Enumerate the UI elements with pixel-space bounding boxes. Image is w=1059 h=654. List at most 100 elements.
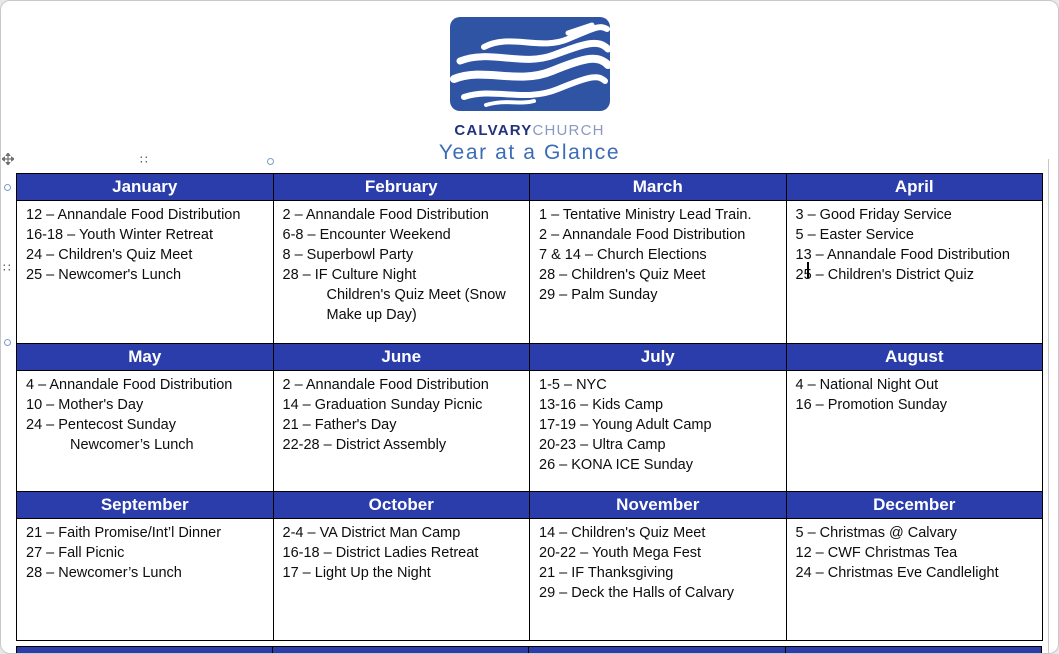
event-line: 28 – Newcomer’s Lunch [26,565,182,581]
event-line: 17 – Light Up the Night [282,565,431,581]
event-line: 16-18 – District Ladies Retreat [282,545,479,561]
month-cell-may[interactable]: May 4 – Annandale Food Distribution 10 – M… [17,344,274,492]
wave-lines-logo-icon [449,17,612,111]
event-line: 21 – Father's Day [282,417,397,433]
event-line: 2 – Annandale Food Distribution [539,227,746,243]
month-events[interactable]: 2 – Annandale Food Distribution 6-8 – Enc… [274,201,530,343]
month-events[interactable]: 5 – Christmas @ Calvary 12 – CWF Christma… [787,519,1043,640]
next-page-header-segment [272,647,529,653]
event-line: 22-28 – District Assembly [282,437,447,453]
event-line: 2 – Annandale Food Distribution [282,377,489,393]
doc-header: CALVARYCHURCH Year at a Glance [1,1,1058,165]
event-line: 24 – Christmas Eve Candlelight [795,565,999,581]
event-line: 12 – CWF Christmas Tea [795,545,958,561]
next-page-header-segment [16,647,273,653]
month-header[interactable]: September [17,492,273,519]
next-page-header-segment [529,647,786,653]
anchor-circle-icon[interactable] [4,339,11,346]
event-line: Newcomer’s Lunch [70,437,194,453]
text-caret [807,262,809,278]
month-cell-september[interactable]: September 21 – Faith Promise/Int’l Dinner… [17,492,274,641]
month-header[interactable]: May [17,344,273,371]
event-line: 2-4 – VA District Man Camp [282,525,461,541]
next-page-header-row [16,646,1042,653]
month-header[interactable]: February [273,174,529,201]
month-events[interactable]: 2 – Annandale Food Distribution 14 – Grad… [274,371,530,491]
brand-church: CHURCH [532,122,605,139]
event-line: 28 – IF Culture Night [282,267,417,283]
anchor-circle-icon[interactable] [4,184,11,191]
month-events[interactable]: 2-4 – VA District Man Camp 16-18 – Distri… [274,519,530,640]
row-drag-handle-icon[interactable]: ∷ [3,261,12,275]
month-cell-december[interactable]: December 5 – Christmas @ Calvary 12 – CWF … [786,492,1043,641]
month-cell-april[interactable]: April 3 – Good Friday Service 5 – Easter S… [786,174,1043,344]
month-cell-february[interactable]: February 2 – Annandale Food Distribution 6… [273,174,530,344]
month-events[interactable]: 1-5 – NYC 13-16 – Kids Camp 17-19 – Young … [530,371,786,491]
event-line: 14 – Graduation Sunday Picnic [282,397,483,413]
event-line: 25 – Children's District Quiz [795,267,974,283]
month-cell-november[interactable]: November 14 – Children's Quiz Meet 20-22 –… [530,492,787,641]
event-line: 16-18 – Youth Winter Retreat [26,227,214,243]
event-line: 2 – Annandale Food Distribution [282,207,489,223]
month-events[interactable]: 4 – National Night Out 16 – Promotion Sun… [787,371,1043,491]
event-line: 20-23 – Ultra Camp [539,437,666,453]
month-events[interactable]: 14 – Children's Quiz Meet 20-22 – Youth M… [530,519,786,640]
month-cell-march[interactable]: March 1 – Tentative Ministry Lead Train. 2… [530,174,787,344]
page-edge-line [1048,159,1049,653]
month-header[interactable]: December [786,492,1042,519]
event-line: Make up Day) [326,307,417,323]
month-events[interactable]: 4 – Annandale Food Distribution 10 – Moth… [17,371,273,491]
month-header[interactable]: March [530,174,786,201]
month-header[interactable]: October [273,492,529,519]
event-line: 20-22 – Youth Mega Fest [539,545,702,561]
month-events[interactable]: 12 – Annandale Food Distribution 16-18 – … [17,201,273,343]
table-move-handle-icon[interactable]: ∷ [140,153,149,167]
event-line: 13 – Annandale Food Distribution [795,247,1010,263]
event-line: 16 – Promotion Sunday [795,397,948,413]
month-cell-august[interactable]: August 4 – National Night Out 16 – Promoti… [786,344,1043,492]
month-header[interactable]: April [786,174,1042,201]
month-cell-june[interactable]: June 2 – Annandale Food Distribution 14 – … [273,344,530,492]
calendar-grid: January 12 – Annandale Food Distribution 1… [16,173,1043,641]
event-line: 4 – National Night Out [795,377,939,393]
month-events[interactable]: 21 – Faith Promise/Int’l Dinner 27 – Fall… [17,519,273,640]
brand-calvary: CALVARY [454,122,533,139]
brand-name: CALVARYCHURCH [1,122,1058,139]
event-line: 1 – Tentative Ministry Lead Train. [539,207,752,223]
month-cell-july[interactable]: July 1-5 – NYC 13-16 – Kids Camp 17-19 – Yo… [530,344,787,492]
event-line: 27 – Fall Picnic [26,545,125,561]
month-header[interactable]: July [530,344,786,371]
event-line: 28 – Children's Quiz Meet [539,267,706,283]
month-header[interactable]: November [530,492,786,519]
event-line: 24 – Children's Quiz Meet [26,247,193,263]
month-events[interactable]: 3 – Good Friday Service 5 – Easter Servic… [787,201,1043,343]
month-header[interactable]: January [17,174,273,201]
event-line: 12 – Annandale Food Distribution [26,207,241,223]
event-line: 21 – IF Thanksgiving [539,565,674,581]
page-subtitle: Year at a Glance [438,141,621,164]
event-line: 29 – Palm Sunday [539,287,658,303]
event-line: 7 & 14 – Church Elections [539,247,707,263]
anchor-circle-icon[interactable] [267,158,274,165]
month-header[interactable]: August [786,344,1042,371]
next-page-header-segment [785,647,1042,653]
event-line: 17-19 – Young Adult Camp [539,417,712,433]
event-line: 13-16 – Kids Camp [539,397,664,413]
event-line: 8 – Superbowl Party [282,247,414,263]
calvary-church-logo[interactable] [449,17,612,111]
event-line: 14 – Children's Quiz Meet [539,525,706,541]
move-cursor-icon[interactable] [1,151,16,170]
event-line: 26 – KONA ICE Sunday [539,457,693,473]
event-line: 5 – Easter Service [795,227,914,243]
month-cell-october[interactable]: October 2-4 – VA District Man Camp 16-18 –… [273,492,530,641]
event-line: 21 – Faith Promise/Int’l Dinner [26,525,222,541]
month-cell-january[interactable]: January 12 – Annandale Food Distribution 1… [17,174,274,344]
event-line: 1-5 – NYC [539,377,607,393]
event-line: 24 – Pentecost Sunday [26,417,176,433]
month-header[interactable]: June [273,344,529,371]
event-line: Children's Quiz Meet (Snow [326,287,506,303]
event-line: 3 – Good Friday Service [795,207,952,223]
month-events[interactable]: 1 – Tentative Ministry Lead Train. 2 – An… [530,201,786,343]
event-line: 5 – Christmas @ Calvary [795,525,957,541]
